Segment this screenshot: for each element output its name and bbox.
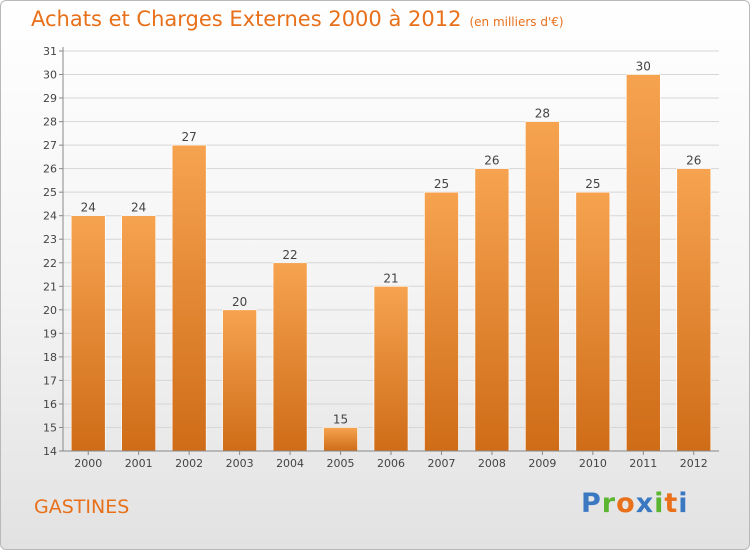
x-tick-label: 2006 — [377, 457, 405, 470]
x-tick-label: 2004 — [276, 457, 304, 470]
data-label: 27 — [182, 130, 197, 144]
data-label: 25 — [434, 177, 449, 191]
x-tick-label: 2000 — [74, 457, 102, 470]
y-tick-label: 27 — [43, 139, 57, 152]
bar — [373, 285, 409, 452]
logo-letter: r — [601, 488, 617, 519]
y-tick-label: 16 — [43, 398, 57, 411]
x-tick-label: 2011 — [629, 457, 657, 470]
x-tick-label: 2003 — [226, 457, 254, 470]
y-tick-label: 26 — [43, 163, 57, 176]
x-tick-label: 2007 — [427, 457, 455, 470]
data-label: 15 — [333, 412, 348, 426]
bar — [525, 121, 560, 452]
x-tick-label: 2002 — [175, 457, 203, 470]
bar — [222, 309, 257, 452]
bar — [171, 144, 207, 452]
bar — [676, 168, 712, 452]
y-tick-label: 18 — [43, 351, 57, 364]
data-label: 26 — [686, 154, 701, 168]
y-tick-label: 20 — [43, 304, 57, 317]
data-label: 20 — [232, 295, 247, 309]
logo-letter: i — [678, 488, 689, 519]
y-tick-label: 31 — [43, 45, 57, 58]
bar — [474, 168, 510, 452]
commune-name: GASTINES — [34, 496, 130, 518]
y-tick-label: 29 — [43, 92, 57, 105]
bar — [70, 215, 106, 452]
y-tick-label: 15 — [43, 421, 57, 434]
data-label: 25 — [585, 177, 600, 191]
x-tick-label: 2008 — [478, 457, 506, 470]
axes: 14 15 16 17 18 19 20 21 22 23 24 25 26 27 28 29 30 31 2000… — [43, 45, 719, 470]
logo-letter: x — [635, 488, 655, 519]
bars: 24 24 27 20 22 15 21 25 26 28 25 30 26 — [70, 60, 712, 452]
x-tick-label: 2001 — [125, 457, 153, 470]
bar — [121, 215, 156, 452]
y-tick-label: 28 — [43, 116, 57, 129]
logo-letter: o — [616, 488, 636, 519]
x-tick-label: 2010 — [579, 457, 607, 470]
logo-letter: i — [654, 488, 665, 519]
y-tick-label: 19 — [43, 327, 57, 340]
proxiti-logo: Proxiti — [581, 488, 689, 519]
data-label: 21 — [383, 271, 398, 285]
x-tick-label: 2012 — [680, 457, 708, 470]
data-label: 24 — [131, 201, 146, 215]
y-tick-label: 21 — [43, 280, 57, 293]
bar — [626, 74, 661, 452]
y-tick-label: 30 — [43, 69, 57, 82]
logo-letter: P — [581, 488, 602, 519]
y-tick-label: 22 — [43, 257, 57, 270]
y-tick-label: 14 — [43, 445, 57, 458]
y-tick-label: 25 — [43, 186, 57, 199]
bar — [424, 191, 459, 452]
data-label: 26 — [484, 154, 499, 168]
y-tick-label: 23 — [43, 233, 57, 246]
data-label: 24 — [81, 201, 96, 215]
logo-letter: t — [664, 488, 679, 519]
bar — [272, 262, 308, 452]
data-label: 30 — [636, 60, 651, 74]
x-tick-label: 2005 — [327, 457, 355, 470]
data-label: 28 — [535, 107, 550, 121]
y-tick-label: 17 — [43, 374, 57, 387]
chart-subtitle: (en milliers d'€) — [469, 15, 564, 29]
bar — [323, 427, 358, 452]
chart-title: Achats et Charges Externes 2000 à 2012 (e… — [31, 7, 564, 31]
x-tick-label: 2009 — [528, 457, 556, 470]
y-tick-label: 24 — [43, 210, 57, 223]
data-label: 22 — [282, 248, 297, 262]
bar — [575, 191, 611, 452]
